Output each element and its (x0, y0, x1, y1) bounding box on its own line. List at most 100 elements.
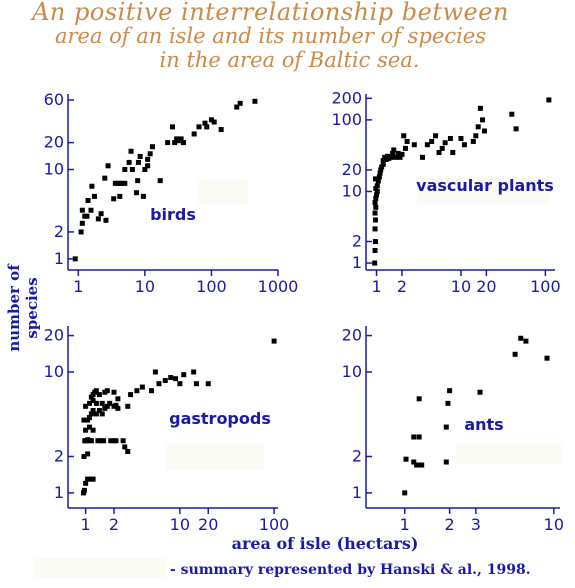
data-point (271, 338, 277, 344)
data-point (90, 427, 96, 433)
y-tick-label: 10 (342, 362, 362, 381)
data-point (234, 104, 240, 110)
data-point (152, 369, 158, 375)
y-tick-label: 20 (44, 326, 64, 345)
data-point (98, 438, 104, 444)
data-point (237, 100, 243, 106)
data-point (411, 142, 417, 148)
data-point (403, 456, 409, 462)
data-point (393, 154, 399, 160)
x-tick-label: 10 (451, 277, 471, 296)
data-point (85, 451, 91, 457)
data-point (87, 424, 93, 430)
data-point (129, 166, 135, 172)
data-point (391, 147, 397, 153)
data-point (461, 142, 467, 148)
data-point (373, 195, 379, 201)
data-point (204, 124, 210, 130)
data-point (147, 151, 153, 157)
data-point (414, 462, 420, 468)
data-point (518, 335, 524, 341)
y-tick-label: 1 (352, 483, 362, 502)
data-point (397, 154, 403, 160)
y-tick-label: 20 (342, 160, 362, 179)
blank-box (198, 180, 248, 204)
data-point (142, 166, 148, 172)
data-point (157, 178, 163, 184)
data-point (104, 388, 110, 394)
data-point (88, 438, 94, 444)
data-point (374, 192, 380, 198)
data-point (134, 388, 140, 394)
data-point (512, 351, 518, 357)
data-point (513, 126, 519, 132)
y-tick-label: 60 (44, 90, 64, 109)
data-point (477, 105, 483, 111)
data-point (120, 438, 126, 444)
data-point (103, 217, 109, 223)
data-point (473, 133, 479, 139)
data-point (89, 183, 95, 189)
data-point (87, 415, 93, 421)
data-point (122, 444, 128, 450)
data-point (374, 188, 380, 194)
data-point (390, 150, 396, 156)
blank-box (456, 444, 562, 464)
panel-label: gastropods (169, 409, 271, 428)
data-point (419, 154, 425, 160)
x-tick-label: 20 (476, 277, 496, 296)
data-point (111, 389, 117, 395)
credit-blank-box (34, 558, 166, 578)
data-point (113, 438, 119, 444)
data-point (402, 145, 408, 151)
y-tick-label: 200 (331, 88, 362, 107)
data-point (81, 453, 87, 459)
title-line-2: area of an isle and its number of specie… (54, 24, 487, 48)
data-point (372, 260, 378, 266)
data-point (149, 144, 155, 150)
data-point (172, 140, 178, 146)
data-point (85, 417, 91, 423)
data-point (72, 256, 78, 262)
data-point (88, 411, 94, 417)
x-tick-label: 20 (198, 515, 218, 534)
y-tick-label: 10 (342, 181, 362, 200)
data-point (169, 124, 175, 130)
data-point (372, 226, 378, 232)
data-point (401, 133, 407, 139)
data-point (125, 403, 131, 409)
data-point (107, 400, 113, 406)
x-tick-label: 1000 (258, 277, 299, 296)
data-point (90, 408, 96, 414)
data-point (126, 159, 132, 165)
data-point (416, 434, 422, 440)
data-point (447, 388, 453, 394)
y-tick-label: 2 (54, 446, 64, 465)
data-point (105, 163, 111, 169)
data-point (173, 376, 179, 382)
panel-label: vascular plants (416, 176, 554, 195)
data-point (399, 151, 405, 157)
y-axis-label: number of species (5, 264, 41, 352)
data-point (416, 396, 422, 402)
data-point (122, 180, 128, 186)
data-point (122, 166, 128, 172)
y-tick-label: 1 (352, 253, 362, 272)
data-point (372, 200, 378, 206)
data-point (252, 98, 258, 104)
data-point (175, 138, 181, 144)
data-point (115, 405, 121, 411)
data-point (81, 490, 87, 496)
data-point (205, 381, 211, 387)
y-tick-label: 10 (44, 362, 64, 381)
data-point (91, 193, 97, 199)
data-point (128, 148, 134, 154)
data-point (411, 434, 417, 440)
data-point (83, 403, 89, 409)
data-point (108, 438, 114, 444)
data-point (378, 167, 384, 173)
data-point (443, 424, 449, 430)
data-point (139, 384, 145, 390)
data-point (177, 381, 183, 387)
